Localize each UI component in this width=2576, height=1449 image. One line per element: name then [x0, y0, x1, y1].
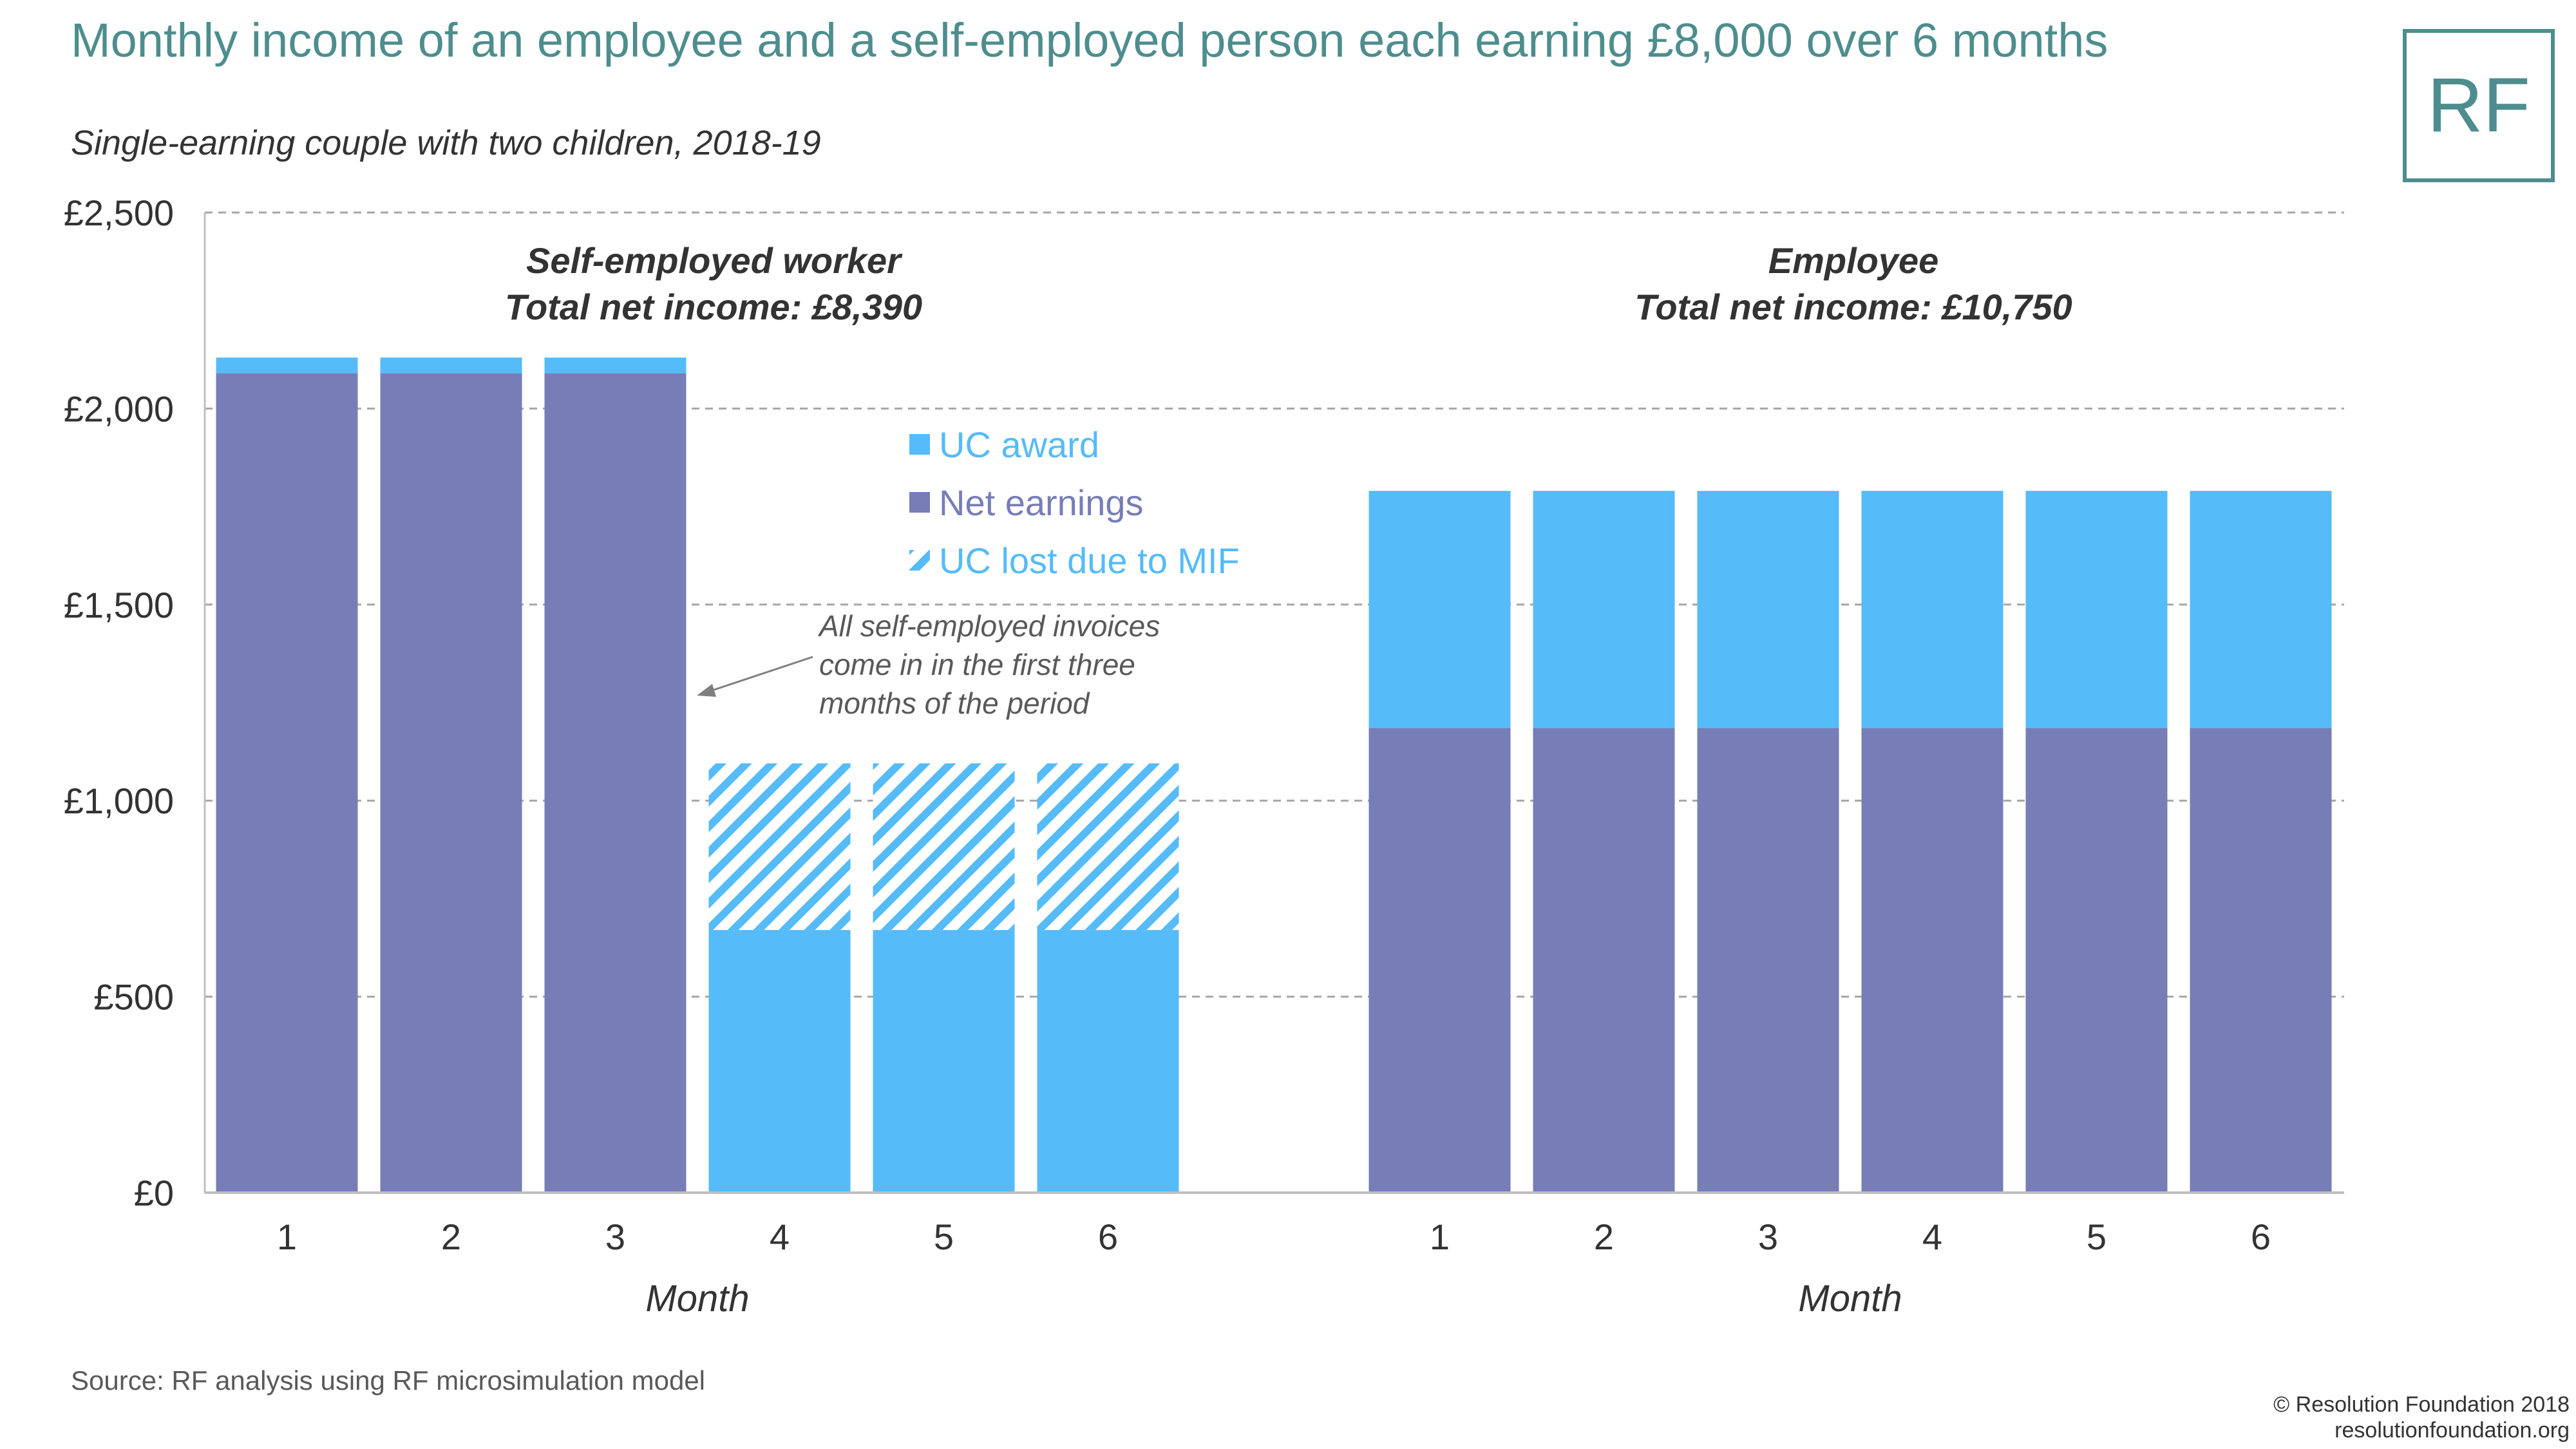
y-tick-label: £1,500 — [64, 585, 174, 625]
chart-subtitle: Single-earning couple with two children,… — [71, 124, 821, 162]
rf-logo-text: RF — [2427, 62, 2530, 148]
annotation-line-2: come in in the first three — [819, 648, 1135, 681]
x-tick-label: 4 — [770, 1217, 790, 1257]
y-tick-label: £2,000 — [64, 388, 174, 429]
y-tick-label: £1,000 — [64, 781, 174, 821]
x-tick-label: 5 — [934, 1217, 954, 1257]
panel-title-line: Employee — [1768, 240, 1939, 281]
bar-net-earnings — [544, 373, 687, 1193]
legend-swatch-uc-award — [909, 434, 930, 455]
bar-uc-award — [708, 930, 851, 1193]
x-tick-label: 2 — [441, 1217, 461, 1257]
bar-net-earnings — [216, 373, 358, 1193]
annotation-arrow-line — [708, 656, 813, 693]
bar-uc-award — [1861, 491, 2003, 728]
bar-net-earnings — [1697, 728, 1839, 1193]
annotation: All self-employed invoices come in in th… — [697, 609, 1160, 720]
bar-uc-award — [216, 357, 358, 374]
bar-net-earnings — [2025, 728, 2168, 1193]
legend-label: UC lost due to MIF — [939, 540, 1240, 581]
bar-uc-award — [873, 930, 1015, 1193]
y-tick-label: £500 — [93, 977, 174, 1018]
panel-title-line: Total net income: £10,750 — [1634, 287, 2072, 327]
bar-uc-award — [2025, 491, 2168, 728]
bar-net-earnings — [1861, 728, 2003, 1193]
bar-net-earnings — [1368, 728, 1511, 1193]
x-tick-label: 2 — [1594, 1217, 1614, 1257]
bar-uc-award — [1697, 491, 1839, 728]
annotation-arrowhead — [697, 684, 716, 697]
bar-uc-award — [1368, 491, 1511, 728]
y-tick-label: £0 — [134, 1173, 174, 1213]
bar-uc-lost — [873, 763, 1015, 931]
bar-uc-award — [544, 357, 687, 374]
x-tick-label: 3 — [1758, 1217, 1778, 1257]
annotation-line-3: months of the period — [819, 687, 1090, 720]
legend: UC award Net earnings UC lost due to MIF — [909, 424, 1240, 581]
legend-label: UC award — [939, 424, 1099, 465]
x-tick-label: 5 — [2087, 1217, 2107, 1257]
y-tick-label: £2,500 — [64, 193, 174, 233]
rf-logo-frame — [2403, 29, 2555, 182]
chart-title: Monthly income of an employee and a self… — [71, 14, 2108, 67]
bar-uc-award — [1533, 491, 1675, 728]
x-tick-label: 6 — [2251, 1217, 2271, 1257]
x-tick-label: 1 — [1430, 1217, 1450, 1257]
annotation-line-1: All self-employed invoices — [817, 609, 1160, 643]
copyright-note: © Resolution Foundation 2018 — [2273, 1392, 2570, 1417]
legend-swatch-uc-lost — [909, 550, 930, 571]
bar-uc-lost — [1037, 763, 1179, 931]
panel-titles: Self-employed worker Total net income: £8… — [505, 240, 2072, 327]
gridlines — [205, 211, 2344, 998]
bar-uc-lost — [708, 763, 851, 931]
bars — [216, 357, 2332, 1193]
legend-label: Net earnings — [939, 482, 1144, 523]
x-tick-label: 1 — [277, 1217, 297, 1257]
bar-net-earnings — [380, 373, 522, 1193]
x-axis-label: Month — [1798, 1278, 1902, 1320]
panel-title-line: Total net income: £8,390 — [505, 287, 922, 327]
x-tick-label: 6 — [1098, 1217, 1118, 1257]
x-tick-label: 4 — [1922, 1217, 1942, 1257]
bar-net-earnings — [1533, 728, 1675, 1193]
x-axis-ticks: 1 2 3 4 5 6 Month 1 2 3 4 5 6 Month — [277, 1217, 2271, 1320]
panel-title-line: Self-employed worker — [526, 240, 903, 281]
y-axis-ticks: £0 £500 £1,000 £1,500 £2,000 £2,500 — [64, 193, 174, 1213]
bar-uc-award — [1037, 930, 1179, 1193]
bar-uc-award — [2190, 491, 2332, 728]
x-tick-label: 3 — [605, 1217, 625, 1257]
legend-swatch-net-earnings — [909, 492, 930, 513]
bar-net-earnings — [2190, 728, 2332, 1193]
website-note: resolutionfoundation.org — [2334, 1418, 2570, 1443]
source-note: Source: RF analysis using RF microsimula… — [71, 1365, 705, 1396]
rf-logo: RF — [2403, 29, 2555, 182]
bar-uc-award — [380, 357, 522, 374]
x-axis-label: Month — [645, 1278, 749, 1320]
